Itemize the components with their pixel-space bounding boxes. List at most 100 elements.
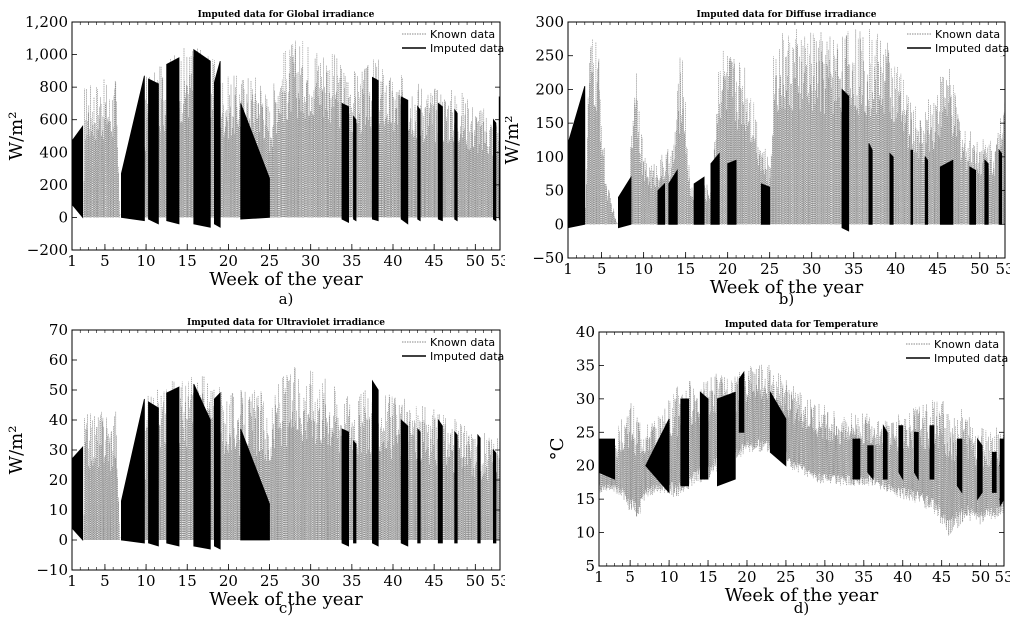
x-tick-label: 45 <box>932 568 951 586</box>
imputed-block-c-1 <box>121 398 145 544</box>
imputed-block-d-9 <box>882 424 888 480</box>
x-tick-label: 25 <box>260 252 279 270</box>
x-tick-label: 45 <box>928 260 947 278</box>
x-tick-label: 5 <box>100 252 110 270</box>
x-tick-label: 30 <box>301 572 320 590</box>
imputed-block-b-10 <box>889 152 894 225</box>
x-tick-label: 5 <box>625 568 635 586</box>
y-tick-label: 200 <box>535 80 564 98</box>
legend-known-label: Known data <box>430 336 495 349</box>
y-tick-label: 15 <box>576 490 595 508</box>
y-axis-label: W/m² <box>6 112 27 161</box>
x-tick-label: 45 <box>425 572 444 590</box>
legend-background <box>902 336 1002 366</box>
y-axis-label: °C <box>547 438 568 461</box>
x-axis-label: Week of the year <box>725 585 879 606</box>
legend-imputed-label: Imputed data <box>934 352 1008 365</box>
imputed-block-c-0 <box>72 445 84 542</box>
imputed-block-a-7 <box>341 102 350 223</box>
legend-imputed-label: Imputed data <box>935 42 1009 55</box>
x-tick-label: 15 <box>676 260 695 278</box>
imputed-block-b-7 <box>760 183 771 225</box>
x-tick-label: 1 <box>67 572 77 590</box>
y-tick-label: 5 <box>585 557 595 575</box>
x-tick-label: 35 <box>844 260 863 278</box>
x-tick-label: 30 <box>815 568 834 586</box>
imputed-block-d-1 <box>645 418 670 494</box>
imputed-block-a-11 <box>417 105 421 222</box>
y-tick-label: 35 <box>576 356 595 374</box>
x-tick-label: 20 <box>219 252 238 270</box>
legend-background <box>903 26 1003 56</box>
x-tick-label: 35 <box>342 572 361 590</box>
imputed-block-b-3 <box>668 168 678 225</box>
y-tick-label: 20 <box>49 471 68 489</box>
imputed-block-c-11 <box>417 427 421 544</box>
imputed-block-d-11 <box>913 431 919 481</box>
legend-background <box>398 334 498 364</box>
imputed-block-b-12 <box>924 155 929 225</box>
imputed-block-d-13 <box>956 438 963 494</box>
plot-area <box>599 364 1004 536</box>
imputed-block-b-2 <box>657 182 666 225</box>
imputed-block-d-15 <box>991 451 997 493</box>
y-tick-label: 1,000 <box>25 46 68 64</box>
y-tick-label: −50 <box>532 249 564 267</box>
imputed-block-d-14 <box>977 437 983 501</box>
y-tick-label: 30 <box>576 390 595 408</box>
panel-sublabel: b) <box>779 290 794 308</box>
chart-title: Imputed data for Ultraviolet irradiance <box>187 318 385 328</box>
imputed-block-c-4 <box>193 383 211 550</box>
imputed-block-b-6 <box>727 159 737 225</box>
imputed-block-d-16 <box>999 438 1004 508</box>
imputed-block-d-12 <box>929 425 935 480</box>
x-tick-label: 1 <box>67 252 77 270</box>
x-tick-label: 25 <box>260 572 279 590</box>
x-tick-label: 50 <box>466 572 485 590</box>
x-tick-label: 35 <box>854 568 873 586</box>
y-tick-label: 20 <box>576 457 595 475</box>
chart-title: Imputed data for Global irradiance <box>198 10 375 20</box>
imputed-block-b-16 <box>998 148 1003 225</box>
imputed-block-a-14 <box>492 118 497 222</box>
y-axis-label: W/m² <box>505 116 523 165</box>
panel-sublabel: d) <box>794 599 809 617</box>
chart-title: Imputed data for Diffuse irradiance <box>697 10 877 20</box>
x-tick-label: 10 <box>137 572 156 590</box>
imputed-block-a-8 <box>353 115 357 222</box>
x-tick-label: 40 <box>383 572 402 590</box>
imputed-block-d-7 <box>852 438 861 480</box>
legend-known-label: Known data <box>430 28 495 41</box>
legend-imputed-label: Imputed data <box>430 350 504 363</box>
imputed-block-b-11 <box>910 149 914 225</box>
y-tick-label: 200 <box>39 176 68 194</box>
x-axis-label: Week of the year <box>209 269 363 290</box>
x-tick-label: 50 <box>466 252 485 270</box>
imputed-block-b-5 <box>710 152 720 225</box>
chart-panel-b: Imputed data for Diffuse irradiance 1 5 10 1… <box>502 0 1010 308</box>
imputed-block-b-9 <box>868 143 873 225</box>
plot-area <box>568 28 1005 232</box>
imputed-block-d-0 <box>599 438 615 480</box>
imputed-block-a-2 <box>148 78 159 225</box>
panel-sublabel: c) <box>279 599 293 617</box>
imputed-block-c-8 <box>353 439 357 544</box>
plot-area <box>72 367 500 550</box>
y-tick-label: −200 <box>27 241 68 259</box>
imputed-block-b-8 <box>841 88 850 232</box>
imputed-block-b-14 <box>969 166 977 225</box>
x-axis-label: Week of the year <box>710 277 864 298</box>
x-tick-label: 20 <box>219 572 238 590</box>
x-tick-label: 25 <box>776 568 795 586</box>
x-tick-label: 45 <box>425 252 444 270</box>
x-tick-label: 35 <box>342 252 361 270</box>
imputed-block-a-12 <box>437 102 443 222</box>
legend-imputed-label: Imputed data <box>430 42 504 55</box>
imputed-block-b-0 <box>568 85 586 229</box>
imputed-block-b-1 <box>618 175 632 229</box>
legend-known-label: Known data <box>935 28 1000 41</box>
x-tick-label: 53 <box>490 572 505 590</box>
